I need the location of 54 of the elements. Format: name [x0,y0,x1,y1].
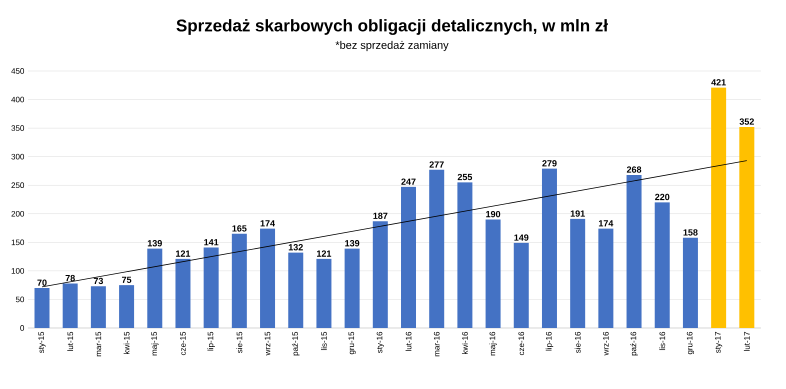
bar [34,288,50,328]
data-label: 190 [486,210,500,218]
data-label: 70 [37,279,47,286]
bar [316,258,332,328]
bar [598,228,614,328]
data-label: 121 [317,250,332,257]
data-label: 352 [740,118,754,125]
data-label: 255 [458,174,472,180]
data-label: 132 [288,244,303,250]
data-label: 73 [94,278,104,284]
bar [682,238,698,328]
data-label: 174 [598,220,614,226]
bar [626,174,642,328]
data-label: 121 [176,250,190,257]
data-label: 158 [684,229,698,236]
data-label: 277 [430,161,444,168]
data-label: 149 [514,234,528,241]
data-label: 268 [626,166,642,173]
bar [514,242,529,328]
chart-title: Sprzedaż skarbowych obligacji detalicznych, w mln zł [176,19,608,35]
data-label: 220 [655,194,670,200]
data-label: 165 [232,225,247,232]
data-label: 174 [260,220,275,226]
bar [232,234,247,328]
bar [486,219,501,328]
bar [260,228,276,328]
data-label: 141 [204,239,218,246]
data-label: 78 [66,274,75,282]
bar [62,283,78,328]
bar [457,182,472,328]
bar [654,202,670,328]
bar [372,221,388,328]
data-label: 191 [570,210,585,217]
bar [204,247,219,328]
bar [739,126,754,328]
bar [570,218,586,328]
bar [288,252,304,328]
data-label: 279 [542,160,557,166]
chart-subtitle: *bez sprzedaż zamiany [336,40,449,52]
data-label: 421 [711,79,726,86]
data-label: 75 [122,276,132,283]
bar [711,88,726,328]
data-label: 247 [401,178,416,185]
bar [429,170,444,328]
bar [147,248,162,328]
bar [344,248,360,328]
data-label: 187 [373,212,388,220]
bar [542,168,557,328]
bar [119,285,134,328]
data-label: 139 [345,240,360,246]
bar [175,258,190,328]
bar [401,186,416,328]
data-label: 139 [148,240,162,246]
bar [90,286,106,328]
